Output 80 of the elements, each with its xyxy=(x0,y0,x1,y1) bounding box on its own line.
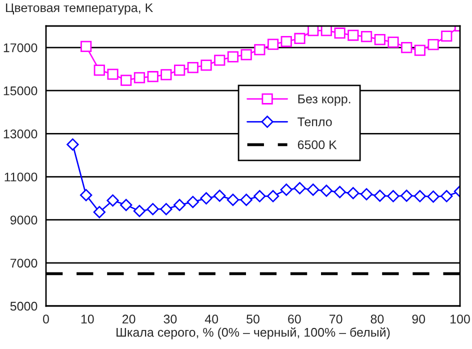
x-tick-label: 60 xyxy=(288,314,301,324)
point xyxy=(120,74,132,86)
legend-label: 6500 K xyxy=(298,140,337,150)
point xyxy=(254,190,266,202)
x-tick-label: 100 xyxy=(450,314,470,324)
x-axis-title: Шкала серого, % (0% – черный, 100% – белый) xyxy=(116,327,390,340)
y-axis-title: Цветовая температура, K xyxy=(6,3,153,15)
point xyxy=(80,188,92,202)
point xyxy=(374,190,386,202)
y-tick-label: 9000 xyxy=(10,216,38,224)
point xyxy=(374,34,386,46)
point xyxy=(414,190,426,202)
point xyxy=(187,62,198,74)
x-tick-label: 80 xyxy=(370,314,384,324)
point xyxy=(186,196,199,208)
point xyxy=(214,190,226,202)
point xyxy=(347,187,360,200)
point xyxy=(80,40,92,52)
point xyxy=(294,182,306,194)
point xyxy=(414,44,426,56)
point xyxy=(107,68,118,80)
point xyxy=(240,49,252,60)
point xyxy=(280,36,292,48)
point xyxy=(106,194,119,207)
point xyxy=(147,71,158,82)
x-tick-label: 30 xyxy=(164,314,177,324)
point xyxy=(348,30,359,41)
point xyxy=(174,64,186,76)
point xyxy=(334,186,346,198)
point xyxy=(173,198,186,212)
x-tick-label: 70 xyxy=(329,314,342,324)
point xyxy=(267,38,279,50)
point xyxy=(401,42,412,54)
point xyxy=(214,54,226,66)
point xyxy=(308,26,319,36)
point xyxy=(66,138,79,151)
x-tick-label: 20 xyxy=(122,314,136,324)
point xyxy=(226,194,240,206)
point xyxy=(266,190,280,202)
point xyxy=(93,206,106,218)
legend-label: Тепло xyxy=(298,118,332,126)
point xyxy=(254,44,266,56)
y-tick-label: 17000 xyxy=(4,43,38,52)
point xyxy=(428,38,439,50)
point xyxy=(427,190,440,203)
point xyxy=(388,36,399,48)
point xyxy=(146,202,159,216)
point xyxy=(240,194,252,206)
point xyxy=(307,184,320,196)
point xyxy=(441,30,452,42)
point xyxy=(294,32,306,44)
point xyxy=(120,198,132,212)
point xyxy=(320,26,332,36)
point xyxy=(160,202,172,216)
y-tick-label: 7000 xyxy=(10,258,38,268)
point xyxy=(200,192,212,204)
point xyxy=(320,184,333,197)
point xyxy=(94,64,105,76)
point xyxy=(160,69,172,80)
point xyxy=(360,188,373,200)
y-tick-label: 13000 xyxy=(4,129,38,138)
y-tick-label: 5000 xyxy=(10,302,38,311)
legend-label: Без корр. xyxy=(298,94,350,106)
point xyxy=(280,184,292,196)
point xyxy=(334,28,346,39)
x-tick-label: 90 xyxy=(412,314,426,324)
point xyxy=(227,51,239,62)
point xyxy=(400,190,413,202)
y-tick-label: 15000 xyxy=(4,86,38,96)
x-tick-label: 50 xyxy=(246,314,260,324)
point xyxy=(360,31,372,42)
x-tick-label: 0 xyxy=(43,314,49,324)
point xyxy=(387,190,400,202)
point xyxy=(200,60,212,71)
y-tick-label: 11000 xyxy=(4,172,38,182)
x-tick-label: 40 xyxy=(204,314,218,324)
x-tick-label: 10 xyxy=(81,314,94,324)
point xyxy=(440,190,453,202)
point xyxy=(134,72,146,84)
point xyxy=(133,204,146,218)
